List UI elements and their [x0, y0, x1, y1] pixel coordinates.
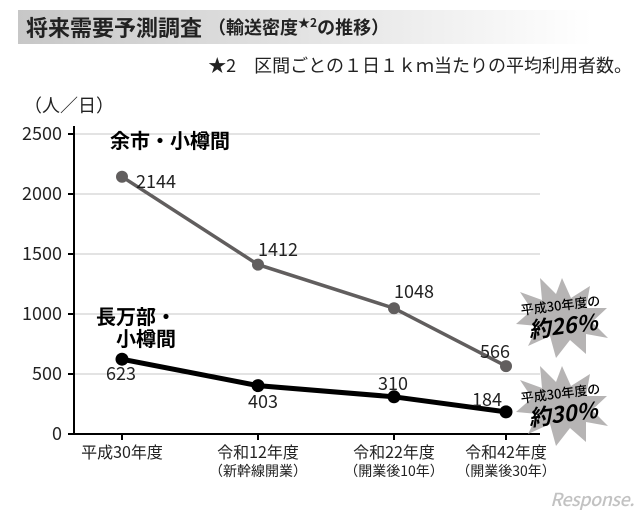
xtick-sublabel: （開業後30年）: [456, 461, 556, 481]
series-yoichi-label: 余市・小樽間: [110, 125, 230, 154]
ytick-label: 1000: [22, 300, 62, 326]
ytick-label: 1500: [22, 240, 62, 266]
value-label: 403: [248, 388, 278, 414]
title-sub-open: （輸送密度: [208, 14, 298, 40]
title-sub: （輸送密度★2の推移）: [208, 14, 389, 40]
chart-frame: 将来需要予測調査 （輸送密度★2の推移） ★2 区間ごとの１日１ｋｍ当たりの平均…: [0, 0, 640, 516]
ytick-label: 500: [32, 360, 62, 386]
ytick-label: 2500: [22, 120, 62, 146]
title-main: 将来需要予測調査: [26, 11, 202, 43]
chart-plot: 0 500 1000 1500 2000 2500 平成30年度 令和12年度 …: [0, 112, 640, 516]
value-label: 566: [480, 338, 510, 364]
burst-26: 平成30年度の 約26%: [516, 278, 608, 358]
series-yoichi-line: [122, 177, 506, 366]
value-label: 310: [378, 370, 408, 396]
title-superscript: ★2: [298, 14, 317, 31]
xtick-label: 平成30年度: [81, 439, 163, 463]
xtick-sublabel: （新幹線開業）: [209, 461, 307, 481]
ytick-label: 2000: [22, 180, 62, 206]
xtick-label: 令和12年度: [217, 439, 299, 463]
value-label: 1048: [394, 278, 434, 304]
xtick-label: 令和42年度: [465, 439, 547, 463]
ytick-label: 0: [52, 420, 62, 446]
title-sub-close: の推移）: [317, 14, 389, 40]
value-label: 2144: [136, 168, 176, 194]
xtick-label: 令和22年度: [353, 439, 435, 463]
value-label: 184: [472, 386, 502, 412]
footnote: ★2 区間ごとの１日１ｋｍ当たりの平均利用者数。: [0, 52, 632, 78]
series-yoichi-marker: [388, 302, 400, 314]
series-oshamanbe-label: 小樽間: [96, 323, 176, 352]
value-label: 1412: [258, 236, 298, 262]
title-bar: 将来需要予測調査 （輸送密度★2の推移）: [18, 10, 622, 44]
series-oshamanbe-line: [122, 359, 506, 412]
xtick-sublabel: （開業後10年）: [344, 461, 444, 481]
value-label: 623: [106, 360, 136, 386]
watermark: Response.: [550, 486, 634, 512]
series-yoichi-marker: [116, 171, 128, 183]
